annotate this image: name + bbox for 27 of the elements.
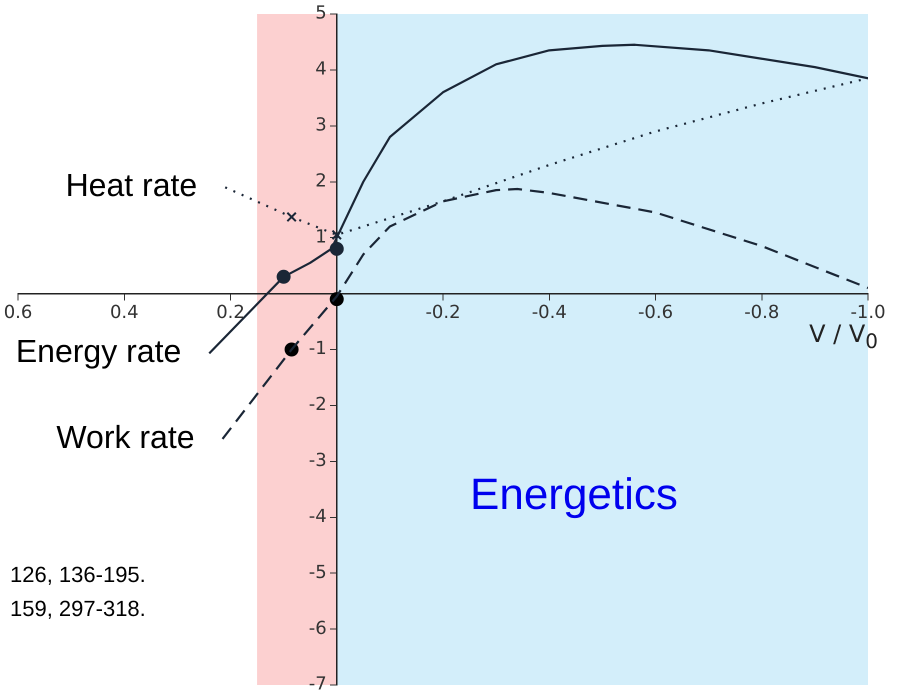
y-tick-label: -1 [308,338,327,360]
y-tick-label: 3 [315,114,327,136]
x-tick-label: -0.6 [638,302,674,324]
y-tick-label: -6 [308,618,327,639]
y-tick-label: -2 [308,394,327,416]
y-tick-label: 4 [315,58,327,80]
x-tick-label: 0.6 [4,302,32,324]
series-label: Energy rate [16,333,182,370]
y-tick-label: -5 [308,562,327,583]
y-tick-label: -4 [308,506,327,527]
y-tick-label: 1 [315,226,327,248]
series-label: Work rate [56,418,195,455]
series-label: Heat rate [66,167,198,204]
point [286,212,297,222]
annotation: 159, 297-318. [10,596,146,622]
x-tick-label: -0.2 [425,302,461,324]
x-tick-label: 0.4 [110,302,139,324]
y-tick-label: -7 [308,674,327,693]
x-tick-label: -0.8 [744,302,780,324]
point [332,230,342,240]
y-tick-label: 5 [315,2,327,24]
y-tick-label: -3 [308,450,327,472]
annotation: 126, 136-195. [10,562,146,588]
x-tick-label: 0.2 [216,302,245,324]
annotation: Energetics [470,470,678,520]
y-tick-label: 2 [315,170,327,192]
x-tick-label: -0.4 [532,302,567,324]
